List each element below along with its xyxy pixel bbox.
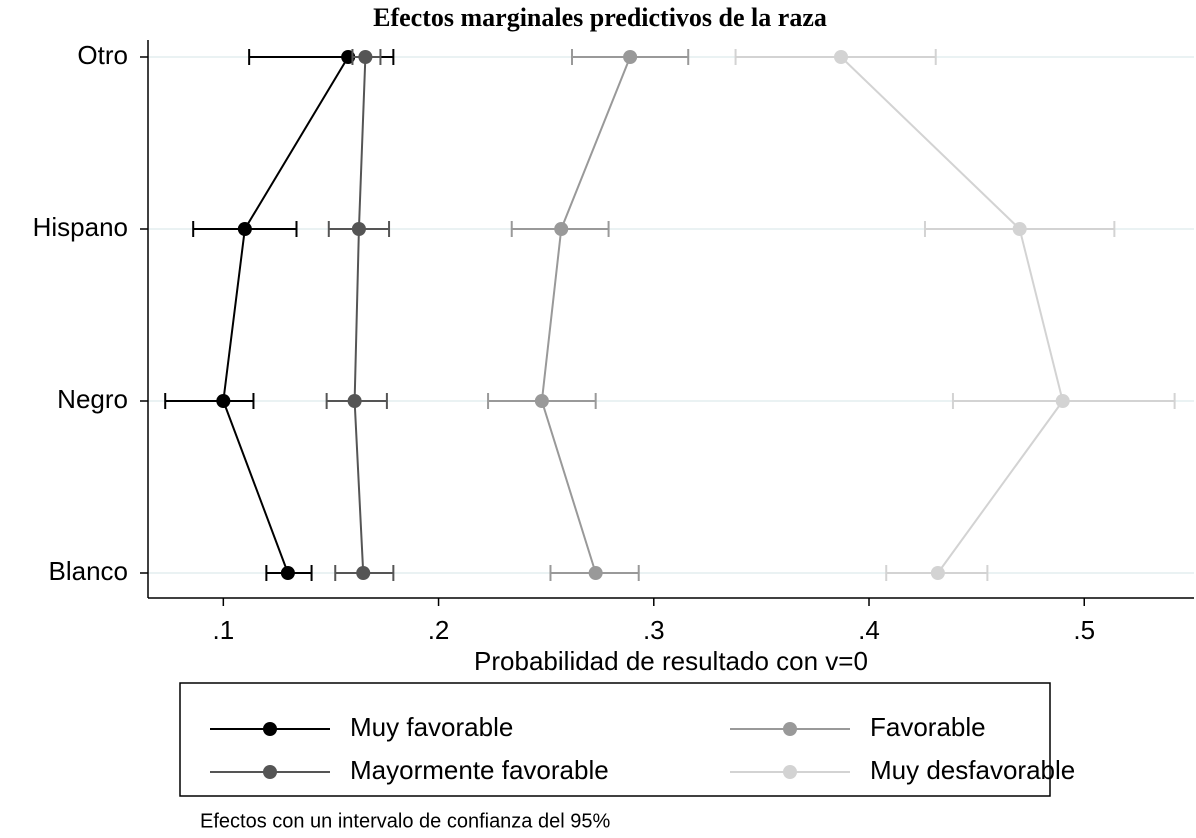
series-line (540, 56, 632, 574)
y-tick-label: Negro (57, 384, 128, 414)
point (358, 50, 373, 64)
point (834, 50, 849, 64)
legend-marker (263, 765, 277, 779)
error-bar (164, 393, 255, 409)
x-axis-label: Probabilidad de resultado con v=0 (474, 646, 868, 676)
legend-label: Mayormente favorable (350, 755, 609, 785)
x-tick-label: .4 (858, 615, 880, 645)
point (1012, 222, 1027, 236)
series-line (353, 56, 367, 574)
y-tick-label: Blanco (49, 556, 129, 586)
legend-label: Favorable (870, 712, 986, 742)
legend-marker (783, 765, 797, 779)
x-tick-label: .3 (643, 615, 665, 645)
x-tick-label: .1 (212, 615, 234, 645)
chart-title: Efectos marginales predictivos de la raz… (373, 3, 827, 32)
note: Efectos con un intervalo de confianza de… (200, 810, 610, 832)
legend-label: Muy desfavorable (870, 755, 1075, 785)
point (930, 566, 945, 580)
point (280, 566, 295, 580)
point (216, 394, 231, 408)
x-tick-label: .5 (1073, 615, 1095, 645)
point (1055, 394, 1070, 408)
point (554, 222, 569, 236)
point (534, 394, 549, 408)
point (623, 50, 638, 64)
point (237, 222, 252, 236)
legend-box (179, 682, 1051, 797)
x-tick-label: .2 (428, 615, 450, 645)
y-tick-label: Hispano (33, 212, 128, 242)
series-line (840, 56, 1064, 574)
point (347, 394, 362, 408)
point (588, 566, 603, 580)
y-tick-label: Otro (77, 40, 128, 70)
series-line (222, 56, 350, 574)
legend-marker (783, 722, 797, 736)
legend-marker (263, 722, 277, 736)
point (356, 566, 371, 580)
point (351, 222, 366, 236)
legend-label: Muy favorable (350, 712, 513, 742)
